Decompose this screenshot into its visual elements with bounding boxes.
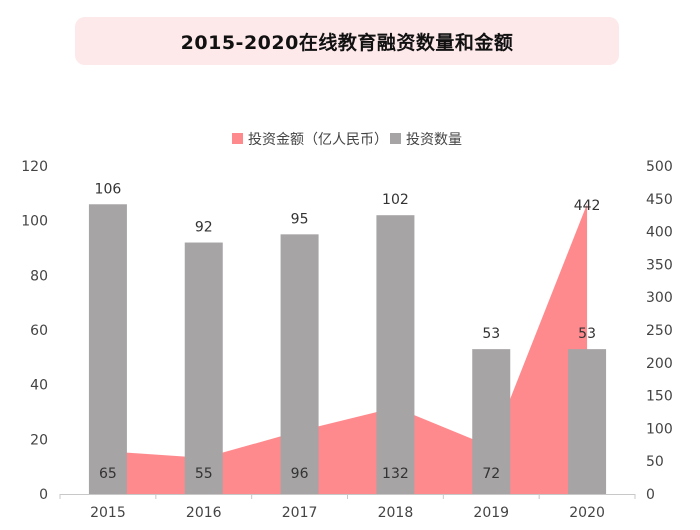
y-right-tick-label: 500 [646, 159, 673, 175]
y-right-tick-label: 250 [646, 323, 673, 339]
y-right-tick-label: 100 [646, 421, 673, 437]
bar-2020 [568, 349, 607, 494]
y-right-tick-label: 400 [646, 225, 673, 241]
bar-value-label: 95 [291, 211, 309, 227]
y-left-tick-label: 20 [30, 432, 48, 448]
area-value-label: 132 [382, 466, 409, 482]
x-tick-label: 2015 [90, 505, 126, 521]
area-value-label: 65 [99, 466, 117, 482]
y-right-tick-label: 200 [646, 356, 673, 372]
y-right-tick-label: 450 [646, 192, 673, 208]
y-left-tick-label: 80 [30, 268, 48, 284]
x-tick-label: 2017 [282, 505, 318, 521]
legend-swatch-amount [232, 133, 243, 144]
y-left-tick-label: 100 [21, 214, 48, 230]
bar-2018 [376, 215, 415, 494]
area-series-investment-amount [107, 204, 588, 494]
legend-swatch-count [390, 133, 401, 144]
y-right-tick-label: 0 [646, 487, 655, 503]
area-value-label: 96 [291, 466, 309, 482]
y-left-tick-label: 0 [39, 487, 48, 503]
x-tick-label: 2016 [186, 505, 222, 521]
bar-2019 [472, 349, 511, 494]
legend: 投资金额（亿人民币） 投资数量 [232, 132, 462, 148]
bar-value-label: 92 [195, 220, 213, 236]
y-left-tick-label: 120 [21, 159, 48, 175]
bar-2016 [184, 242, 223, 494]
legend-label-amount: 投资金额（亿人民币） [248, 132, 388, 148]
legend-label-count: 投资数量 [406, 132, 462, 148]
area-value-label: 55 [195, 466, 213, 482]
chart-title-box: 2015-2020在线教育融资数量和金额 [75, 17, 619, 65]
y-right-tick-label: 50 [646, 454, 664, 470]
bar-value-label: 53 [578, 326, 596, 342]
area-series-layer [107, 204, 588, 494]
bar-2017 [280, 234, 319, 495]
y-left-tick-label: 40 [30, 378, 48, 394]
bar-value-label: 102 [382, 192, 409, 208]
axis-layer: 2015 2016 2017 2018 2019 2020 0 20 40 60 80 100 120 0… [21, 159, 672, 521]
bar-value-label: 53 [482, 326, 500, 342]
x-tick-label: 2019 [473, 505, 509, 521]
chart-title: 2015-2020在线教育融资数量和金额 [180, 31, 514, 54]
data-label-layer: 106 92 95 102 53 53 65 55 96 132 72 442 [95, 181, 601, 482]
bar-2015 [88, 204, 127, 494]
y-right-tick-label: 350 [646, 257, 673, 273]
area-value-label: 442 [574, 198, 601, 214]
x-tick-label: 2018 [378, 505, 414, 521]
x-tick-label: 2020 [569, 505, 605, 521]
y-right-tick-label: 150 [646, 389, 673, 405]
y-right-tick-label: 300 [646, 290, 673, 306]
bar-series-layer [88, 204, 607, 495]
y-left-tick-label: 60 [30, 323, 48, 339]
bar-value-label: 106 [95, 181, 122, 197]
area-value-label: 72 [482, 466, 500, 482]
